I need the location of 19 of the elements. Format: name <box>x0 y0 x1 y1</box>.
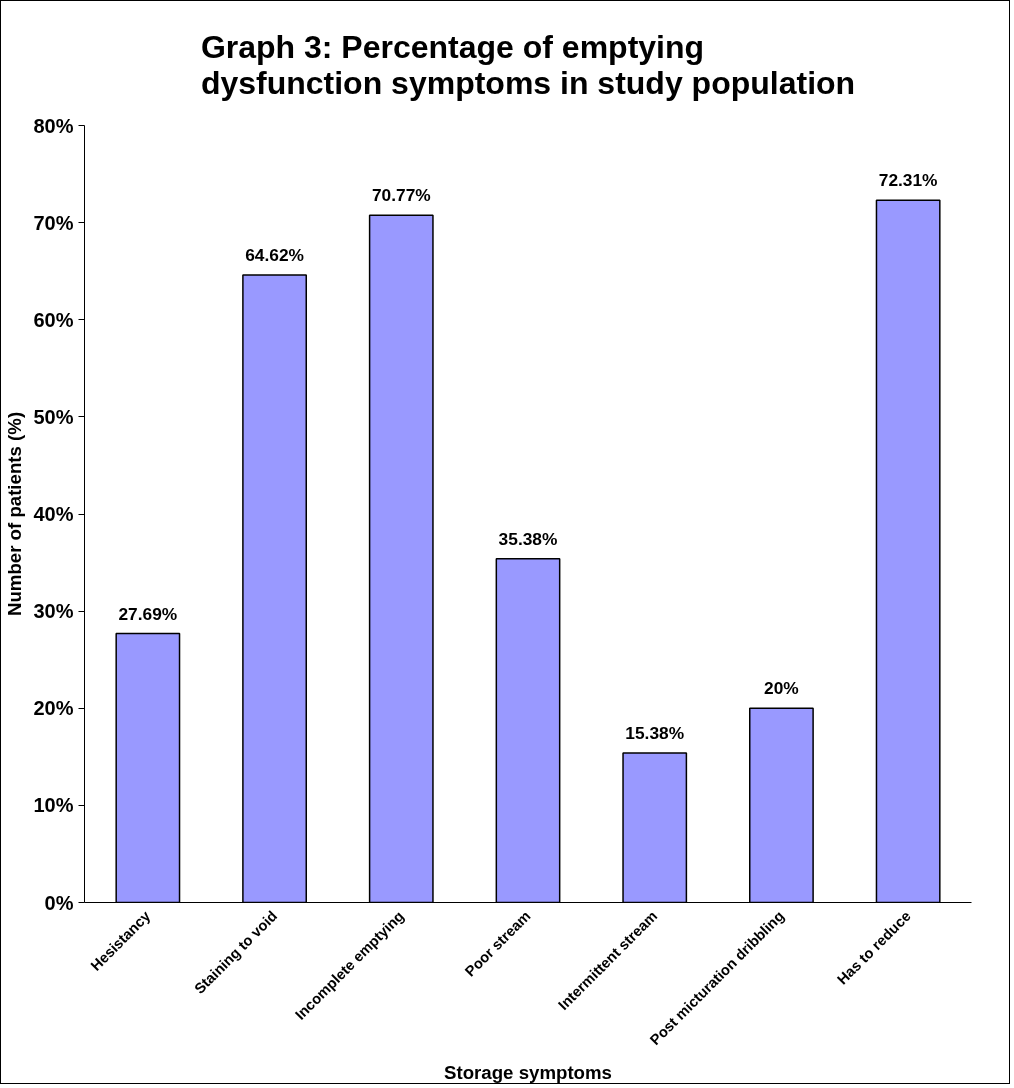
data-label: 20% <box>764 678 799 699</box>
data-label: 27.69% <box>118 603 178 624</box>
y-tick-label: 70% <box>33 211 74 234</box>
y-tick-label: 50% <box>33 405 74 428</box>
y-axis-title: Number of patients (%) <box>4 411 26 617</box>
y-tick-label: 10% <box>33 794 74 817</box>
data-label: 70.77% <box>371 185 431 206</box>
y-tick-label: 60% <box>33 308 74 331</box>
y-tick-label: 20% <box>33 697 74 720</box>
y-tick-label: 40% <box>33 503 74 525</box>
y-tick-label: 0% <box>44 891 74 914</box>
x-axis-title: Storage symptoms <box>444 1061 612 1083</box>
chart-title: Graph 3: Percentage of emptying dysfunction symptoms in study population <box>200 28 856 101</box>
data-label: 35.38% <box>498 528 558 549</box>
y-tick-label: 80% <box>33 114 74 137</box>
data-label: 15.38% <box>625 723 685 744</box>
y-tick-label: 30% <box>33 600 74 623</box>
data-label: 64.62% <box>245 244 304 265</box>
data-label: 72.31% <box>878 170 938 191</box>
